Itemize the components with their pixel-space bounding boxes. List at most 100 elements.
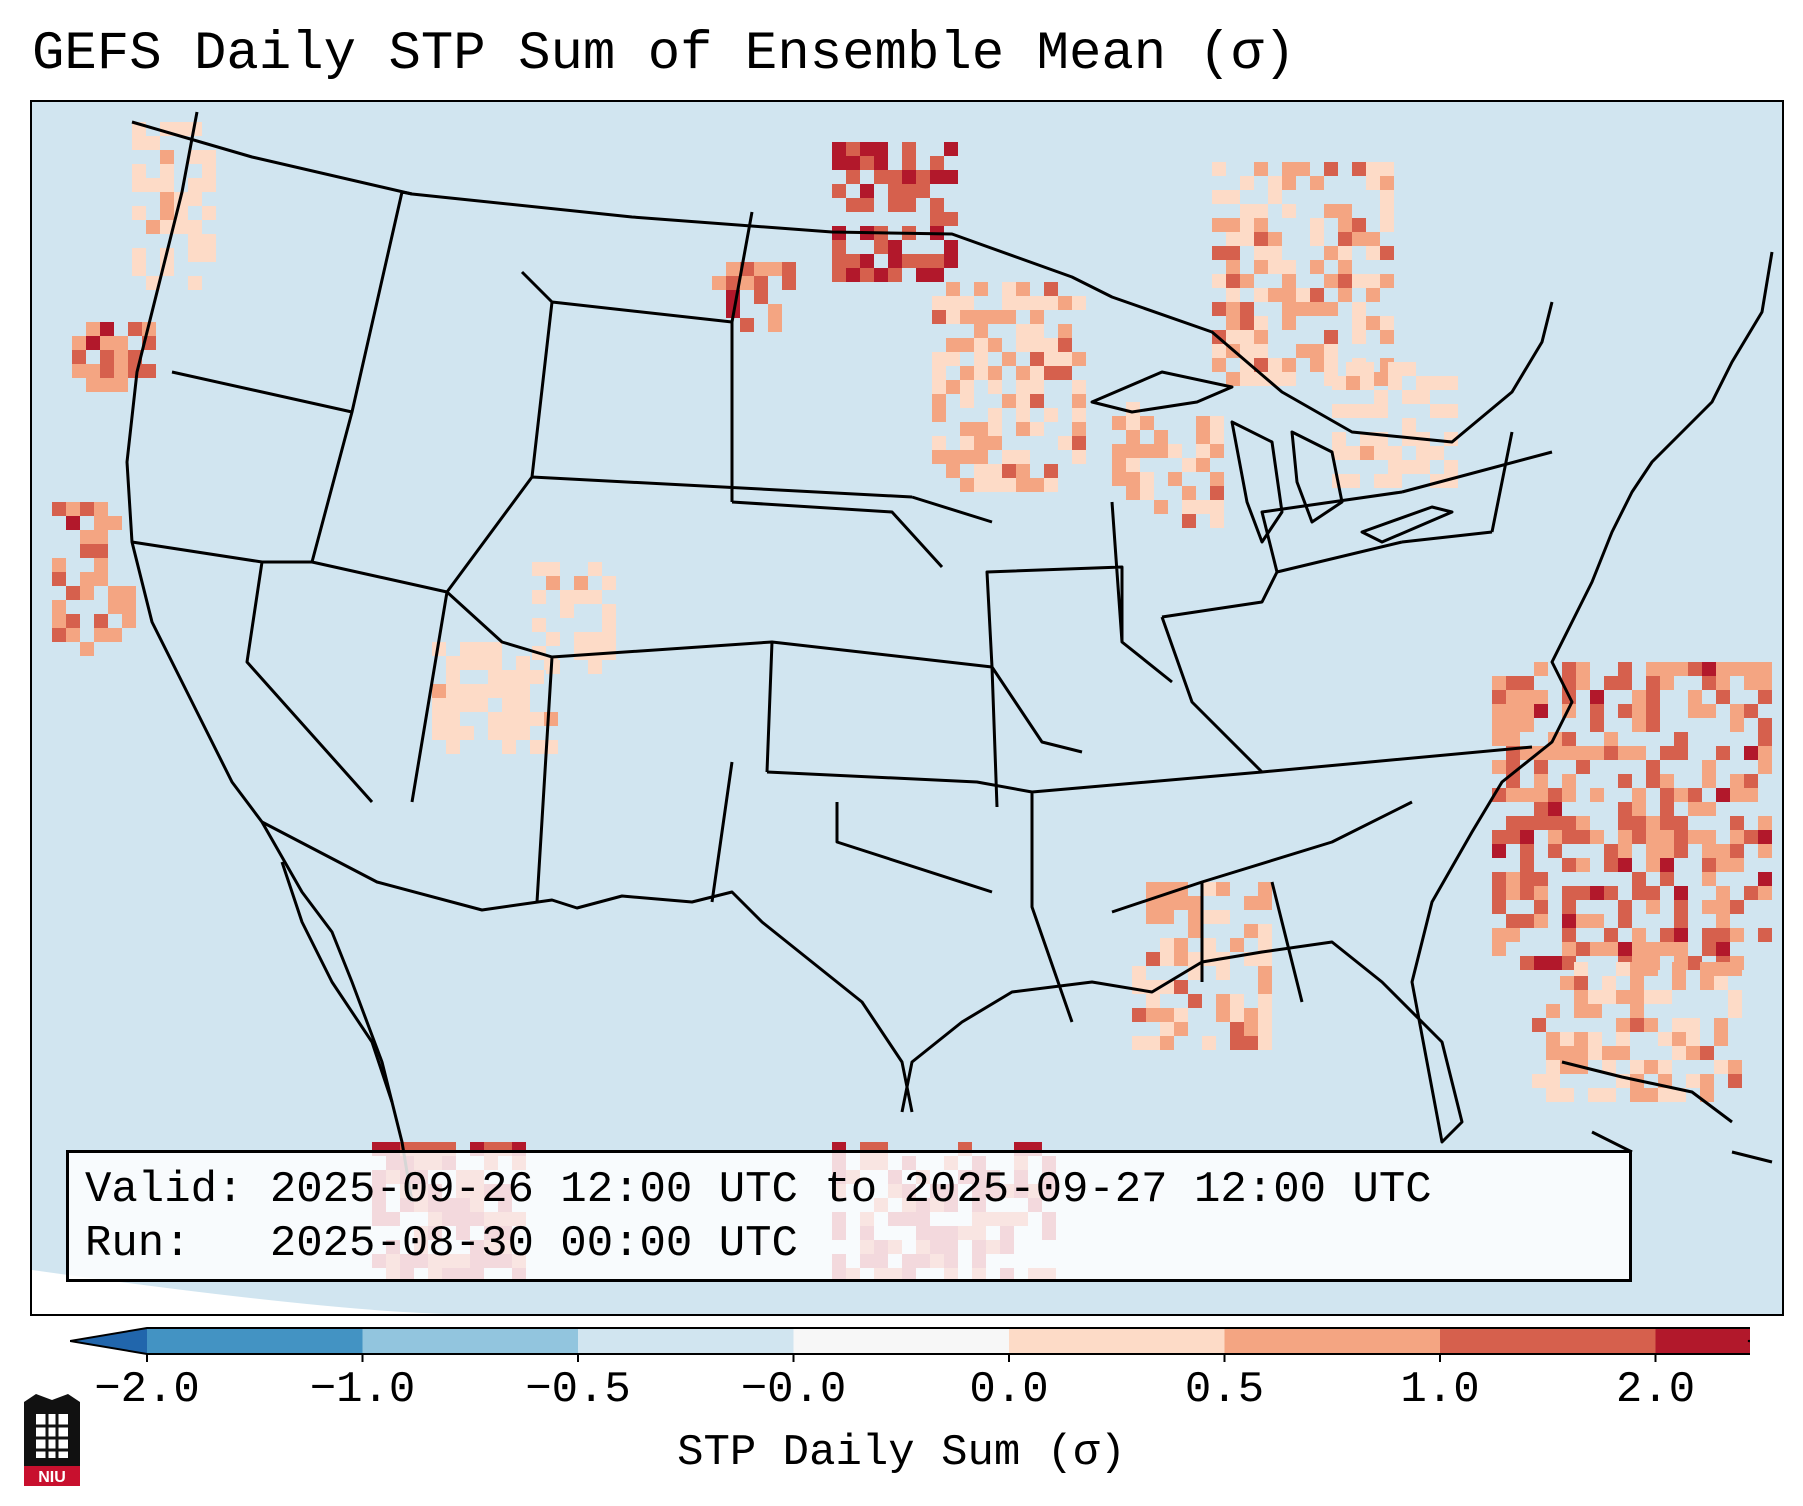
anomaly-cell xyxy=(488,656,502,670)
anomaly-cell xyxy=(1716,662,1730,676)
anomaly-cell xyxy=(1616,1032,1630,1046)
anomaly-cell xyxy=(1072,408,1086,422)
anomaly-cell xyxy=(1072,450,1086,464)
anomaly-cell xyxy=(754,262,768,276)
anomaly-cell xyxy=(202,234,216,248)
anomaly-cell xyxy=(1506,830,1520,844)
anomaly-cell xyxy=(1360,404,1374,418)
anomaly-cell xyxy=(1366,274,1380,288)
anomaly-cell xyxy=(1688,830,1702,844)
anomaly-cell xyxy=(1380,162,1394,176)
anomaly-cell xyxy=(1520,704,1534,718)
anomaly-cell xyxy=(1534,914,1548,928)
anomaly-cell xyxy=(1160,896,1174,910)
anomaly-cell xyxy=(874,240,888,254)
anomaly-cell xyxy=(1072,436,1086,450)
anomaly-cell xyxy=(988,338,1002,352)
anomaly-cell xyxy=(1216,966,1230,980)
anomaly-cell xyxy=(1416,376,1430,390)
anomaly-cell xyxy=(544,712,558,726)
anomaly-cell xyxy=(1646,816,1660,830)
anomaly-cell xyxy=(1016,408,1030,422)
anomaly-cell xyxy=(1346,474,1360,488)
anomaly-cell xyxy=(988,436,1002,450)
anomaly-cell xyxy=(1672,1088,1686,1102)
anomaly-cell xyxy=(846,198,860,212)
anomaly-cell xyxy=(874,268,888,282)
anomaly-cell xyxy=(160,178,174,192)
anomaly-cell xyxy=(1282,316,1296,330)
anomaly-cell xyxy=(1630,1060,1644,1074)
anomaly-cell xyxy=(1492,942,1506,956)
anomaly-cell xyxy=(1258,1022,1272,1036)
anomaly-cell xyxy=(122,600,136,614)
anomaly-cell xyxy=(1132,1036,1146,1050)
anomaly-cell xyxy=(1268,358,1282,372)
anomaly-cell xyxy=(100,336,114,350)
anomaly-cell xyxy=(1576,914,1590,928)
anomaly-cell xyxy=(1744,830,1758,844)
anomaly-cell xyxy=(974,338,988,352)
anomaly-cell xyxy=(846,142,860,156)
anomaly-cell xyxy=(1332,404,1346,418)
anomaly-cell xyxy=(1688,788,1702,802)
anomaly-cell xyxy=(712,276,726,290)
anomaly-cell xyxy=(530,670,544,684)
anomaly-cell xyxy=(460,698,474,712)
anomaly-cell xyxy=(1534,802,1548,816)
anomaly-cell xyxy=(488,726,502,740)
anomaly-cell xyxy=(1728,990,1742,1004)
anomaly-cell xyxy=(132,164,146,178)
anomaly-cell xyxy=(1644,1088,1658,1102)
anomaly-cell xyxy=(1576,816,1590,830)
anomaly-cell xyxy=(1058,296,1072,310)
anomaly-cell xyxy=(1702,662,1716,676)
anomaly-cell xyxy=(588,562,602,576)
anomaly-cell xyxy=(1254,358,1268,372)
anomaly-cell xyxy=(1380,204,1394,218)
anomaly-cell xyxy=(1444,404,1458,418)
anomaly-cell xyxy=(1506,788,1520,802)
anomaly-cell xyxy=(1492,732,1506,746)
anomaly-cell xyxy=(146,178,160,192)
anomaly-cell xyxy=(1044,296,1058,310)
anomaly-cell xyxy=(502,712,516,726)
anomaly-cell xyxy=(1268,190,1282,204)
anomaly-cell xyxy=(874,170,888,184)
anomaly-cell xyxy=(1702,760,1716,774)
anomaly-cell xyxy=(1402,390,1416,404)
anomaly-cell xyxy=(1160,938,1174,952)
anomaly-cell xyxy=(1574,1046,1588,1060)
anomaly-cell xyxy=(1254,260,1268,274)
anomaly-cell xyxy=(1590,886,1604,900)
anomaly-cell xyxy=(1338,204,1352,218)
anomaly-cell xyxy=(474,642,488,656)
anomaly-cell xyxy=(1240,316,1254,330)
anomaly-cell xyxy=(1602,1046,1616,1060)
anomaly-cell xyxy=(1716,886,1730,900)
anomaly-cell xyxy=(1618,704,1632,718)
anomaly-cell xyxy=(1282,302,1296,316)
anomaly-cell xyxy=(960,338,974,352)
anomaly-cell xyxy=(1444,460,1458,474)
anomaly-cell xyxy=(988,464,1002,478)
anomaly-cell xyxy=(560,590,574,604)
anomaly-cell xyxy=(1546,1004,1560,1018)
anomaly-cell xyxy=(1058,324,1072,338)
anomaly-cell xyxy=(1702,872,1716,886)
anomaly-cell xyxy=(902,184,916,198)
logo-text: NIU xyxy=(38,1469,66,1486)
anomaly-cell xyxy=(1644,962,1658,976)
anomaly-cell xyxy=(1562,788,1576,802)
anomaly-cell xyxy=(1240,176,1254,190)
anomaly-cell xyxy=(1646,690,1660,704)
anomaly-cell xyxy=(1230,994,1244,1008)
anomaly-cell xyxy=(1744,662,1758,676)
anomaly-cell xyxy=(1002,478,1016,492)
anomaly-cell xyxy=(1674,788,1688,802)
anomaly-cell xyxy=(1534,900,1548,914)
anomaly-cell xyxy=(1174,896,1188,910)
anomaly-cell xyxy=(1202,1036,1216,1050)
anomaly-cell xyxy=(1632,802,1646,816)
run-text: 2025-08-30 00:00 UTC xyxy=(269,1219,798,1269)
